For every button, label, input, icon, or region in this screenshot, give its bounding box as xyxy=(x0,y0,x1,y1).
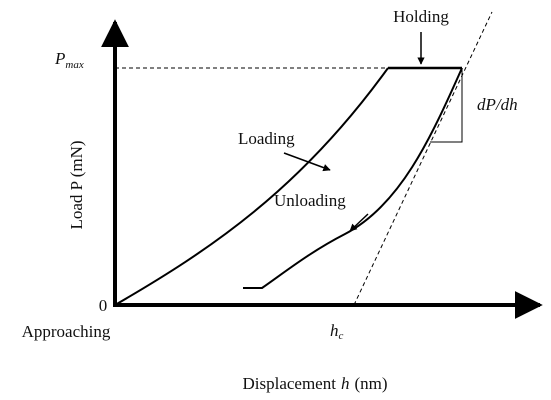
approaching-label: Approaching xyxy=(22,322,111,341)
y-axis-label: Load P (mN) xyxy=(67,140,86,229)
x-axis-label: Displacement h (nm) xyxy=(242,374,387,393)
slope-triangle xyxy=(430,68,463,143)
slope-label: dP/dh xyxy=(477,95,518,114)
tangent-line xyxy=(353,11,493,306)
origin-label: 0 xyxy=(99,296,108,315)
loading-label: Loading xyxy=(238,129,295,148)
hc-base: h xyxy=(330,321,339,340)
x-axis-label-var: h xyxy=(341,374,350,393)
holding-label: Holding xyxy=(393,7,449,26)
hc-sub: c xyxy=(339,330,344,342)
loading-curve xyxy=(114,67,389,306)
hc-label: hc xyxy=(330,321,344,342)
x-axis-label-after: (nm) xyxy=(354,374,387,393)
unloading-arrow xyxy=(349,213,369,232)
pmax-base: P xyxy=(54,49,65,68)
pmax-sub: max xyxy=(65,59,83,71)
unloading-curve xyxy=(243,67,463,289)
unloading-label: Unloading xyxy=(274,191,346,210)
x-axis-label-before: Displacement xyxy=(242,374,336,393)
loading-arrow xyxy=(283,152,331,172)
pmax-label: Pmax xyxy=(54,49,84,71)
